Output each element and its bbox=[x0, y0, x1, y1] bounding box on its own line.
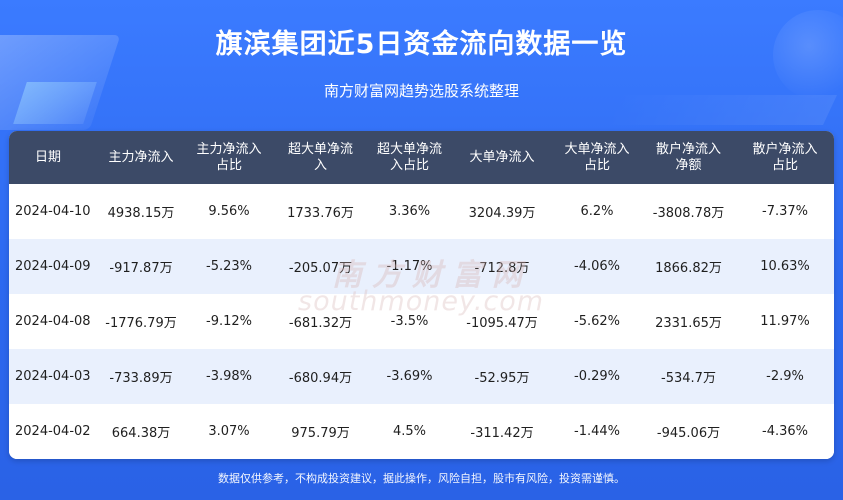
table-row: 2024-04-10 4938.15万 9.56% 1733.76万 3.36% 3204… bbox=[9, 184, 834, 239]
value-cell: -5.62% bbox=[574, 314, 620, 329]
table-row: 2024-04-08 -1776.79万 -9.12% -681.32万 -3.5% -1… bbox=[9, 294, 834, 349]
table-header-row: 日期 主力净流入 主力净流入 占比 超大单净流入超大单净流 入占比 大单净流入 大单净流入 占比… bbox=[9, 131, 834, 184]
value-cell: -205.07万 bbox=[288, 261, 353, 276]
column-header-label: 大单净流入 bbox=[564, 141, 630, 157]
fund-flow-table: 日期 主力净流入 主力净流入 占比 超大单净流入超大单净流 入占比 大单净流入 大单净流入 占比… bbox=[9, 131, 834, 459]
column-header-label: 入 bbox=[313, 157, 327, 173]
table-body: 2024-04-10 4938.15万 9.56% 1733.76万 3.36% 3204… bbox=[9, 184, 834, 459]
value-cell: 4.5% bbox=[392, 424, 427, 439]
value-cell: -9.12% bbox=[206, 314, 252, 329]
value-cell: -52.95万 bbox=[474, 371, 530, 386]
value-cell: -2.9% bbox=[766, 369, 804, 384]
value-cell: -712.8万 bbox=[474, 261, 530, 276]
value-cell: -0.29% bbox=[574, 369, 620, 384]
column-header-label: 日期 bbox=[35, 149, 62, 165]
column-header-label: 主力净流入 bbox=[196, 141, 262, 157]
column-header-label: 散户净流入 bbox=[655, 141, 721, 157]
value-cell: 3.36% bbox=[388, 204, 431, 219]
value-cell: -4.36% bbox=[762, 424, 808, 439]
column-header: 散户净流入 净额 bbox=[641, 131, 736, 184]
value-cell: -733.89万 bbox=[109, 371, 173, 386]
column-header-label: 超大单净流 bbox=[287, 141, 353, 157]
value-cell: -5.23% bbox=[206, 259, 252, 274]
column-header: 大单净流入 占比 bbox=[553, 131, 641, 184]
value-cell: -681.32万 bbox=[288, 316, 353, 331]
date-cell: 2024-04-03 bbox=[15, 369, 91, 384]
value-cell: -534.7万 bbox=[661, 371, 716, 386]
column-header-label: 入占比 bbox=[389, 157, 429, 173]
value-cell: 3204.39万 bbox=[468, 206, 536, 221]
value-cell: 9.56% bbox=[208, 204, 250, 219]
value-cell: 1866.82万 bbox=[655, 261, 722, 276]
value-cell: 1733.76万 bbox=[287, 206, 354, 221]
value-cell: 975.79万 bbox=[291, 426, 350, 441]
value-cell: -680.94万 bbox=[288, 371, 353, 386]
value-cell: 4938.15万 bbox=[107, 206, 175, 221]
value-cell: -7.37% bbox=[762, 204, 808, 219]
column-header-label: 占比 bbox=[771, 157, 798, 173]
date-cell: 2024-04-08 bbox=[15, 314, 91, 329]
date-cell: 2024-04-10 bbox=[15, 204, 91, 219]
date-cell: 2024-04-02 bbox=[15, 424, 91, 439]
column-header: 大单净流入 bbox=[451, 131, 553, 184]
column-header: 主力净流入 占比 bbox=[185, 131, 273, 184]
page-subtitle: 南方财富网趋势选股系统整理 bbox=[323, 82, 519, 100]
page-title: 旗滨集团近5日资金流向数据一览 bbox=[215, 29, 628, 60]
column-header: 散户净流入 占比 bbox=[736, 131, 834, 184]
value-cell: 11.97% bbox=[760, 314, 810, 329]
value-cell: -4.06% bbox=[574, 259, 620, 274]
column-header: 超大单净流入 bbox=[273, 131, 368, 184]
value-cell: 664.38万 bbox=[111, 426, 171, 441]
value-cell: -1095.47万 bbox=[466, 316, 538, 331]
table-row: 2024-04-09 -917.87万 -5.23% -205.07万 -1.17% -7… bbox=[9, 239, 834, 294]
column-header-label: 散户净流入 bbox=[752, 141, 818, 157]
table-row: 2024-04-02 664.38万 3.07% 975.79万 4.5% -311.42… bbox=[9, 404, 834, 459]
disclaimer-footer: 数据仅供参考，不构成投资建议，据此操作，风险自担，股市有风险，投资需谨慎。 bbox=[218, 472, 625, 485]
value-cell: -3.69% bbox=[386, 369, 433, 384]
value-cell: -1776.79万 bbox=[105, 316, 177, 331]
table-row: 2024-04-03 -733.89万 -3.98% -680.94万 -3.69% -5… bbox=[9, 349, 834, 404]
value-cell: -1.17% bbox=[386, 259, 433, 274]
value-cell: -3.5% bbox=[390, 314, 429, 329]
value-cell: -3808.78万 bbox=[652, 206, 725, 221]
column-header-label: 占比 bbox=[215, 157, 242, 173]
column-header-label: 主力净流入 bbox=[108, 149, 174, 165]
date-cell: 2024-04-09 bbox=[15, 259, 91, 274]
column-header: 主力净流入 bbox=[97, 131, 185, 184]
value-cell: -1.44% bbox=[574, 424, 620, 439]
decorative-glow bbox=[773, 10, 843, 100]
value-cell: 3.07% bbox=[208, 424, 250, 439]
value-cell: 6.2% bbox=[580, 204, 614, 219]
value-cell: -3.98% bbox=[206, 369, 252, 384]
column-header: 超大单净流 入占比 bbox=[368, 131, 451, 184]
fund-flow-table-card: 日期 主力净流入 主力净流入 占比 超大单净流入超大单净流 入占比 大单净流入 大单净流入 占比… bbox=[9, 131, 834, 459]
value-cell: 2331.65万 bbox=[655, 316, 722, 331]
value-cell: -945.06万 bbox=[656, 426, 721, 441]
column-header-label: 净额 bbox=[675, 157, 702, 173]
value-cell: 10.63% bbox=[760, 259, 810, 274]
value-cell: -311.42万 bbox=[470, 426, 534, 441]
column-header-label: 大单净流入 bbox=[469, 149, 535, 165]
column-header-label: 占比 bbox=[583, 157, 610, 173]
column-header-label: 超大单净流 bbox=[376, 141, 442, 157]
value-cell: -917.87万 bbox=[109, 261, 173, 276]
column-header: 日期 bbox=[9, 131, 97, 184]
